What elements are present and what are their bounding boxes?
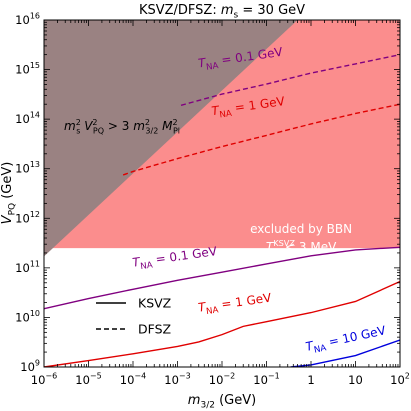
x-axis-label: m3/2 (GeV) <box>188 393 256 411</box>
legend-label-dfsz: DFSZ <box>138 322 171 337</box>
x-tick-label: 10−5 <box>75 372 101 388</box>
x-tick-label: 10−6 <box>31 372 57 388</box>
y-tick-label: 1013 <box>15 160 40 176</box>
unphysical-region <box>44 20 298 257</box>
y-tick-label: 1012 <box>15 210 40 226</box>
x-tick-label: 10−4 <box>120 372 146 388</box>
legend: KSVZ DFSZ <box>96 296 171 337</box>
x-tick-label: 10 <box>348 373 363 387</box>
series-label-ksvz-1: TNA​ = 1 GeV <box>197 291 273 319</box>
y-tick-label: 1014 <box>15 111 40 127</box>
series-line-ksvz-0 <box>44 246 400 310</box>
y-axis-label: VPQ (GeV) <box>0 162 18 225</box>
chart-title: KSVZ/DFSZ: ms = 30 GeV <box>139 3 305 21</box>
bbn-label-line-0: excluded by BBN <box>250 222 352 236</box>
series-label-ksvz-0: TNA​ = 0.1 GeV <box>131 244 219 273</box>
series-line-ksvz-1 <box>44 280 400 367</box>
x-tick-label: 10−1 <box>253 372 279 388</box>
titles: KSVZ/DFSZ: ms = 30 GeV m3/2 (GeV) VPQ (GeV… <box>0 3 305 411</box>
y-tick-label: 1016 <box>15 12 40 28</box>
legend-label-ksvz: KSVZ <box>138 296 171 311</box>
series-label-ksvz-2: TNA​ = 10 GeV <box>304 323 388 357</box>
series-line-dfsz-3 <box>180 53 400 106</box>
y-tick-label: 1010 <box>15 309 40 325</box>
axes: 10−6 10−5 10−4 10−3 10−2 10−1 1 10 102 109 1010 101… <box>15 12 410 388</box>
y-tick-label: 1015 <box>15 61 40 77</box>
x-tick-label: 10−2 <box>209 372 235 388</box>
x-tick-label: 10−3 <box>164 372 190 388</box>
regions <box>44 20 400 257</box>
x-tick-label: 102 <box>390 372 410 388</box>
series-line-dfsz-4 <box>122 103 400 176</box>
y-tick-label: 1011 <box>15 259 40 275</box>
y-tick-label: 109 <box>20 359 40 375</box>
x-tick-label: 1 <box>307 373 314 387</box>
